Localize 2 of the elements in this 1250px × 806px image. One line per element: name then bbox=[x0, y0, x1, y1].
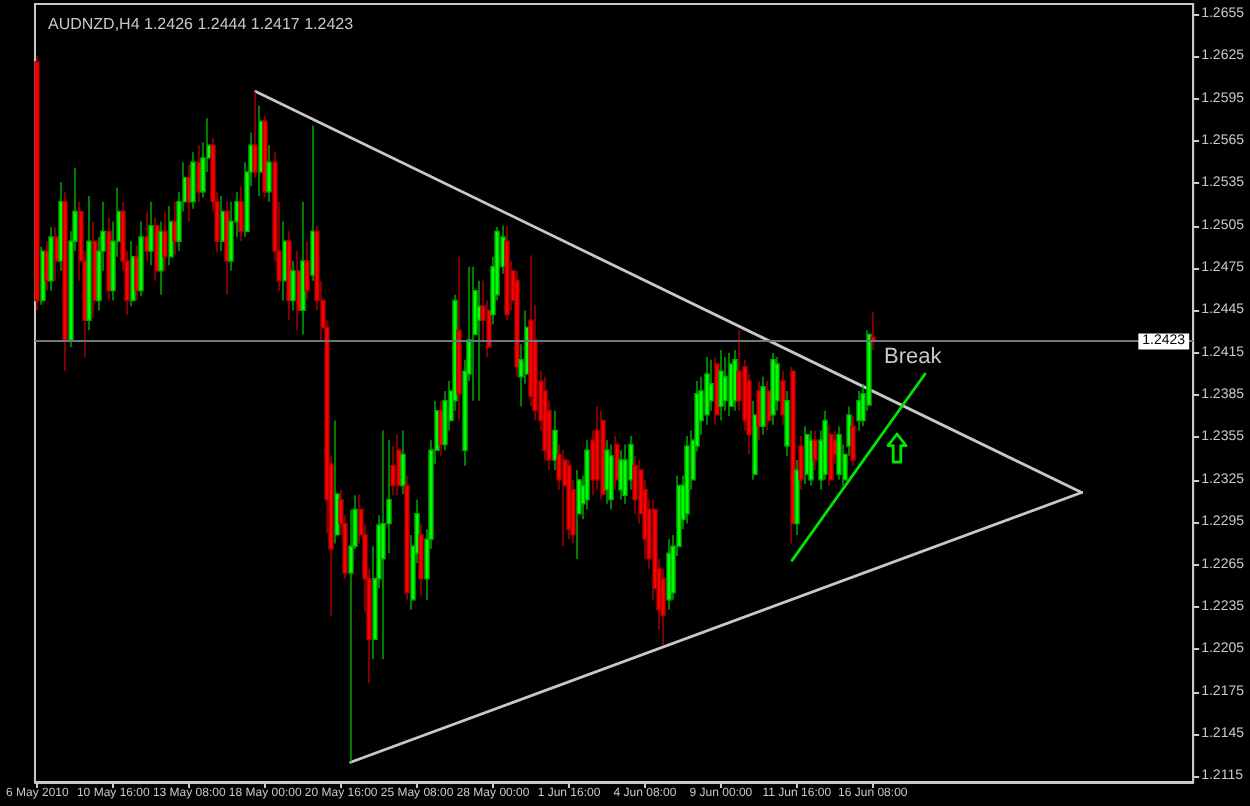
annotation: Break bbox=[884, 345, 943, 369]
text: AUDNZD,H4 1.2426 1.2444 1.2417 1.2423 bbox=[48, 15, 355, 33]
